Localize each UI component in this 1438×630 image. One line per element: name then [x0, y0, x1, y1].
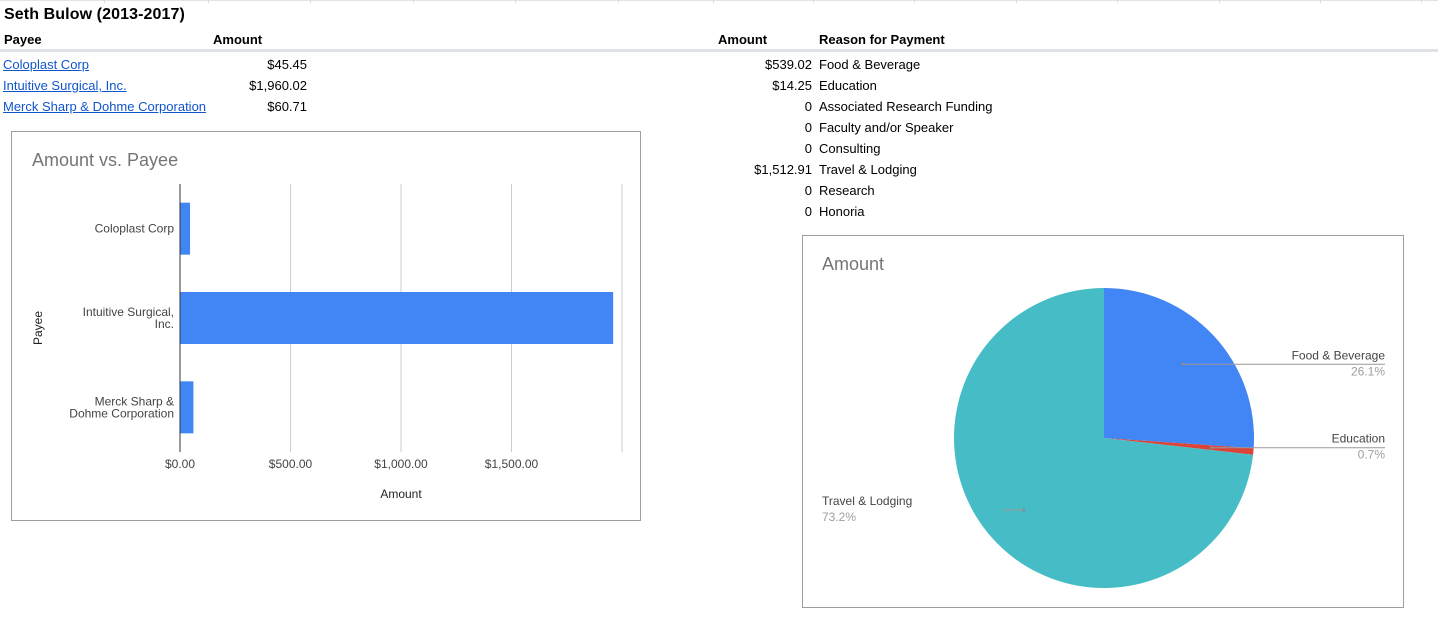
pie-slice-label: Food & Beverage: [1292, 348, 1386, 362]
column-divider: [208, 0, 209, 3]
payee-amount: $45.45: [267, 57, 307, 72]
bar-y-axis-title: Payee: [31, 311, 45, 345]
pie-chart-title: Amount: [822, 254, 885, 274]
column-divider: [1016, 0, 1017, 3]
pie-leader-dot: [1210, 446, 1214, 450]
column-divider: [413, 0, 414, 3]
payee-link-intuitive[interactable]: Intuitive Surgical, Inc.: [3, 78, 127, 93]
bar-category-label: Coloplast Corp: [95, 222, 175, 236]
pie-slice: [954, 288, 1254, 588]
bar-chart[interactable]: Amount vs. Payee $0.00 $500.00 $1,000.00 $1…: [11, 131, 641, 521]
bar-category-label: Dohme Corporation: [69, 406, 174, 420]
reason-amount: $1,512.91: [754, 162, 812, 177]
column-divider: [1320, 0, 1321, 3]
bar: [180, 202, 191, 255]
bar-x-tick-label: $500.00: [269, 457, 313, 471]
reason-label: Travel & Lodging: [819, 162, 917, 177]
payee-amount: $60.71: [267, 99, 307, 114]
header-payee: Payee: [4, 32, 42, 47]
header-rule: [0, 49, 1438, 52]
pie-slice-label: Education: [1332, 432, 1385, 446]
column-divider: [618, 0, 619, 3]
bar: [180, 292, 614, 344]
reason-label: Consulting: [819, 141, 881, 156]
bar-x-axis-title: Amount: [380, 487, 422, 501]
sheet-top-gridline: [0, 0, 1438, 1]
bar-chart-svg: $0.00 $500.00 $1,000.00 $1,500.00 Coloplast …: [31, 184, 623, 501]
column-divider: [1117, 0, 1118, 3]
header-amount-reason: Amount: [718, 32, 768, 47]
pie-slice: [1104, 438, 1254, 455]
bar: [180, 381, 194, 434]
reason-amount: 0: [804, 204, 812, 219]
column-divider: [813, 0, 814, 3]
pie-slice-label: Travel & Lodging: [822, 494, 912, 508]
reason-amount: 0: [804, 183, 812, 198]
reason-amount: 0: [804, 120, 812, 135]
pie-slice-percent: 73.2%: [822, 510, 856, 524]
payee-link-merck[interactable]: Merck Sharp & Dohme Corporation: [3, 99, 207, 114]
payee-amount: $1,960.02: [249, 78, 307, 93]
reason-amount: $539.02: [765, 57, 812, 72]
column-divider: [713, 0, 714, 3]
header-amount: Amount: [213, 32, 263, 47]
pie-chart-svg: Food & Beverage 26.1% Education 0.7% Travel …: [822, 288, 1386, 588]
reason-amount: $14.25: [772, 78, 812, 93]
page-title: Seth Bulow (2013-2017): [4, 6, 185, 23]
column-divider: [310, 0, 311, 3]
column-divider: [914, 0, 915, 3]
column-divider: [515, 0, 516, 3]
column-divider: [1421, 0, 1422, 3]
pie-slice-percent: 0.7%: [1358, 448, 1386, 462]
pie-leader-dot: [1021, 508, 1025, 512]
reason-label: Research: [819, 183, 875, 198]
bar-category-label: Inc.: [155, 317, 174, 331]
reason-label: Faculty and/or Speaker: [819, 120, 954, 135]
bar-x-tick-label: $0.00: [165, 457, 195, 471]
payee-link-coloplast[interactable]: Coloplast Corp: [3, 57, 89, 72]
pie-slice: [1104, 288, 1254, 449]
bar-chart-title: Amount vs. Payee: [32, 150, 179, 170]
reason-label: Associated Research Funding: [819, 99, 993, 114]
bar-category-label: Merck Sharp &: [95, 394, 174, 408]
column-divider: [1219, 0, 1220, 3]
pie-chart[interactable]: Amount Food & Beverage 26.1% Education 0.7%…: [802, 235, 1404, 608]
reason-amount: 0: [804, 141, 812, 156]
reason-label: Education: [819, 78, 877, 93]
column-divider: [104, 0, 105, 3]
bar-x-tick-label: $1,000.00: [374, 457, 428, 471]
reason-label: Food & Beverage: [819, 57, 921, 72]
pie-slice-percent: 26.1%: [1351, 364, 1385, 378]
reason-label: Honoria: [819, 204, 865, 219]
bar-x-tick-label: $1,500.00: [485, 457, 539, 471]
reason-amount: 0: [804, 99, 812, 114]
bar-category-label: Intuitive Surgical,: [83, 305, 174, 319]
header-reason: Reason for Payment: [819, 32, 945, 47]
